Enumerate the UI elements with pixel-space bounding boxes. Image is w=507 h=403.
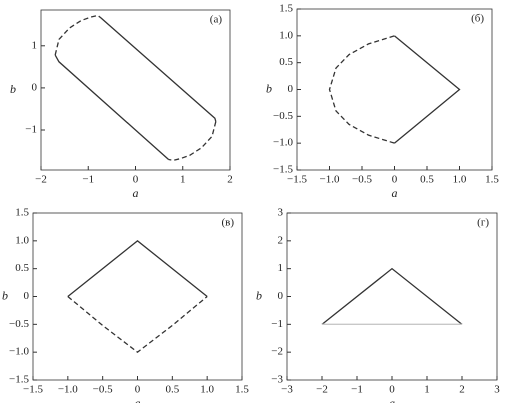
y-tick-label: 1.5	[279, 3, 293, 15]
x-tick-label: 1	[424, 384, 430, 396]
x-tick-label: −0.5	[93, 384, 113, 396]
curve	[321, 267, 463, 325]
curve	[67, 296, 208, 353]
y-axis-label: b	[256, 288, 262, 302]
curve	[168, 121, 217, 161]
panel-label: (г)	[477, 217, 489, 229]
y-tick-label: 0	[288, 83, 294, 95]
plot-frame	[32, 212, 243, 381]
curve	[67, 239, 208, 298]
x-tick-label: 1.5	[235, 384, 249, 396]
y-tick-label: −3	[271, 374, 283, 386]
x-tick-label: 0.5	[165, 384, 179, 396]
x-tick-label: 0	[392, 174, 398, 186]
x-tick-label: 0	[389, 384, 395, 396]
x-tick-label: −2	[316, 384, 328, 396]
y-tick-label: 0	[24, 290, 30, 302]
panel-label: (а)	[210, 14, 223, 26]
plot-frame	[40, 9, 231, 171]
panel-label: (в)	[221, 217, 234, 229]
y-tick-label: −0.5	[273, 110, 293, 122]
x-tick-label: 0.5	[420, 174, 434, 186]
y-tick-label: −1.5	[9, 374, 29, 386]
x-tick-label: 0	[135, 384, 141, 396]
y-tick-label: −1	[25, 124, 37, 136]
y-tick-label: −1.0	[273, 137, 293, 149]
y-tick-label: −2	[271, 346, 283, 358]
y-tick-label: 1.0	[15, 234, 29, 246]
x-tick-label: 1	[180, 174, 186, 186]
x-tick-label: −1.0	[58, 384, 78, 396]
x-tick-label: −3	[281, 384, 293, 396]
x-tick-label: 1.5	[485, 174, 499, 186]
x-tick-label: −0.5	[352, 174, 372, 186]
x-axis-label: a	[389, 396, 395, 403]
y-tick-label: −1.0	[9, 346, 29, 358]
x-tick-label: −1	[351, 384, 363, 396]
y-tick-label: 1.5	[15, 207, 29, 219]
plot-frame	[296, 8, 493, 171]
x-tick-label: −2	[35, 174, 47, 186]
x-axis-label: a	[135, 396, 141, 403]
curve	[54, 54, 170, 160]
y-tick-label: 2	[278, 234, 284, 246]
panel-label: (б)	[471, 13, 484, 25]
y-tick-label: 3	[278, 207, 284, 219]
curve	[99, 16, 217, 122]
x-axis-label: a	[133, 186, 139, 200]
curve	[394, 35, 461, 144]
x-tick-label: 1.0	[200, 384, 214, 396]
x-tick-label: −1.5	[287, 174, 307, 186]
x-tick-label: 3	[494, 384, 500, 396]
y-tick-label: 1.0	[279, 29, 293, 41]
y-tick-label: 0	[32, 81, 38, 93]
x-tick-label: 2	[459, 384, 465, 396]
y-axis-label: b	[10, 82, 16, 96]
x-tick-label: 2	[227, 174, 233, 186]
curve	[54, 14, 101, 56]
x-tick-label: −1	[82, 174, 94, 186]
y-tick-label: 0.5	[279, 56, 293, 68]
y-tick-label: −0.5	[9, 318, 29, 330]
x-tick-label: −1.0	[320, 174, 340, 186]
curve	[328, 35, 395, 144]
y-tick-label: 0	[278, 290, 284, 302]
y-tick-label: 1	[278, 262, 284, 274]
x-tick-label: −1.5	[23, 384, 43, 396]
y-axis-label: b	[2, 288, 8, 302]
x-axis-label: a	[392, 186, 398, 200]
x-tick-label: 1.0	[453, 174, 467, 186]
y-tick-label: −1	[271, 318, 283, 330]
x-tick-label: 0	[133, 174, 139, 186]
plot-frame	[286, 212, 498, 381]
y-tick-label: 0.5	[15, 262, 29, 274]
y-tick-label: 1	[32, 39, 38, 51]
y-tick-label: −1.5	[273, 164, 293, 176]
y-axis-label: b	[266, 81, 272, 95]
